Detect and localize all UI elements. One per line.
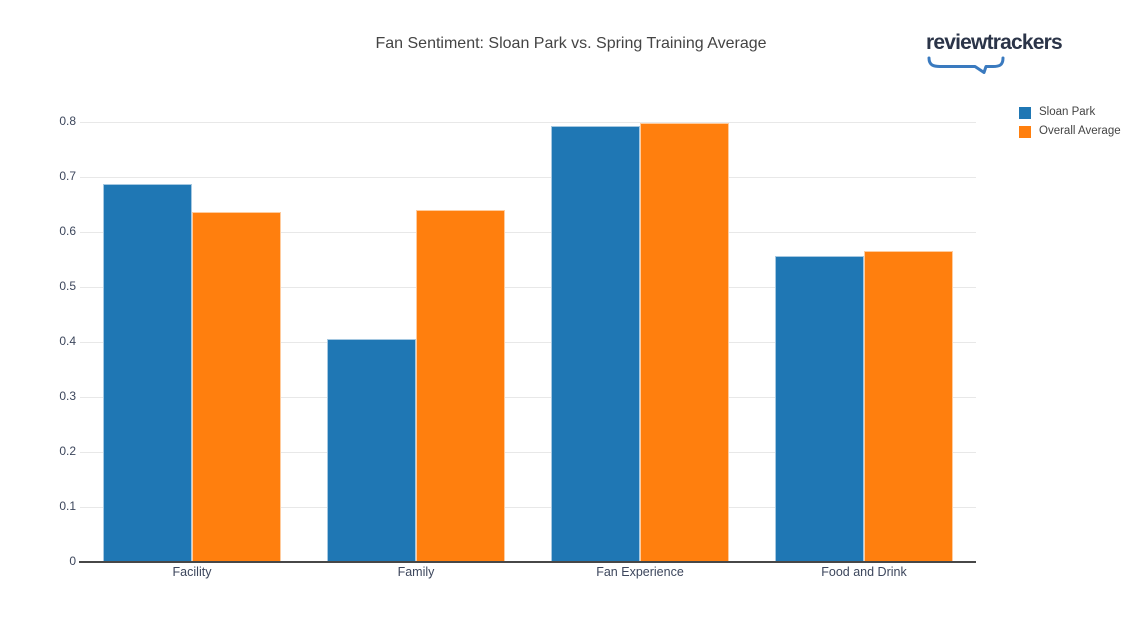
bar-facility-sloan-park[interactable] (103, 184, 192, 562)
bar-facility-overall-average[interactable] (192, 212, 281, 562)
bar-food-and-drink-sloan-park[interactable] (775, 256, 864, 562)
legend-label-overall-average: Overall Average (1039, 125, 1121, 137)
y-tick-label-0.5: 0.5 (59, 279, 76, 293)
legend-label-sloan-park: Sloan Park (1039, 106, 1096, 118)
y-tick-label-0.3: 0.3 (59, 389, 76, 403)
y-tick-label-0.1: 0.1 (59, 499, 76, 513)
legend-swatch-overall-average (1019, 125, 1031, 138)
legend-item-sloan-park[interactable]: Sloan Park (1019, 106, 1121, 119)
legend-swatch-sloan-park (1019, 106, 1031, 119)
x-tick-label-fan-experience: Fan Experience (596, 565, 684, 579)
chart-title: Fan Sentiment: Sloan Park vs. Spring Tra… (375, 35, 767, 52)
y-tick-label-0.6: 0.6 (59, 224, 76, 238)
logo-wordmark: reviewtrackers (926, 31, 1063, 54)
gridline-0.2 (80, 452, 976, 453)
gridline-0.8 (80, 122, 976, 123)
y-tick-label-0.2: 0.2 (59, 444, 76, 458)
bar-fan-experience-sloan-park[interactable] (551, 126, 640, 562)
gridline-0.7 (80, 177, 976, 178)
y-tick-label-0.8: 0.8 (59, 114, 76, 128)
gridline-0.5 (80, 287, 976, 288)
x-axis-tick-labels: Facility Family Fan Experience Food and Dri… (80, 565, 976, 585)
legend-item-overall-average[interactable]: Overall Average (1019, 125, 1121, 138)
y-tick-label-0.7: 0.7 (59, 169, 76, 183)
reviewtrackers-logo: reviewtrackers (926, 31, 1096, 74)
y-axis-tick-labels: 0 0.1 0.2 0.3 0.4 0.5 0.6 0.7 0.8 (0, 0, 76, 642)
logo-brace-path (927, 56, 1005, 74)
plot-area (80, 122, 976, 562)
gridline-0.3 (80, 397, 976, 398)
x-tick-label-family: Family (397, 565, 435, 579)
gridline-0.6 (80, 232, 976, 233)
bar-fan-experience-overall-average[interactable] (640, 123, 729, 562)
y-tick-label-0.4: 0.4 (59, 334, 76, 348)
gridline-0.1 (80, 507, 976, 508)
logo-brace-icon (927, 56, 1005, 74)
y-tick-label-0: 0 (69, 554, 76, 568)
x-axis-line (79, 561, 976, 563)
x-tick-label-facility: Facility (172, 565, 212, 579)
gridline-0.4 (80, 342, 976, 343)
bar-family-overall-average[interactable] (416, 210, 505, 562)
bar-family-sloan-park[interactable] (327, 339, 416, 562)
x-tick-label-food-and-drink: Food and Drink (821, 565, 907, 579)
legend: Sloan Park Overall Average (1019, 106, 1121, 144)
bar-food-and-drink-overall-average[interactable] (864, 251, 953, 562)
